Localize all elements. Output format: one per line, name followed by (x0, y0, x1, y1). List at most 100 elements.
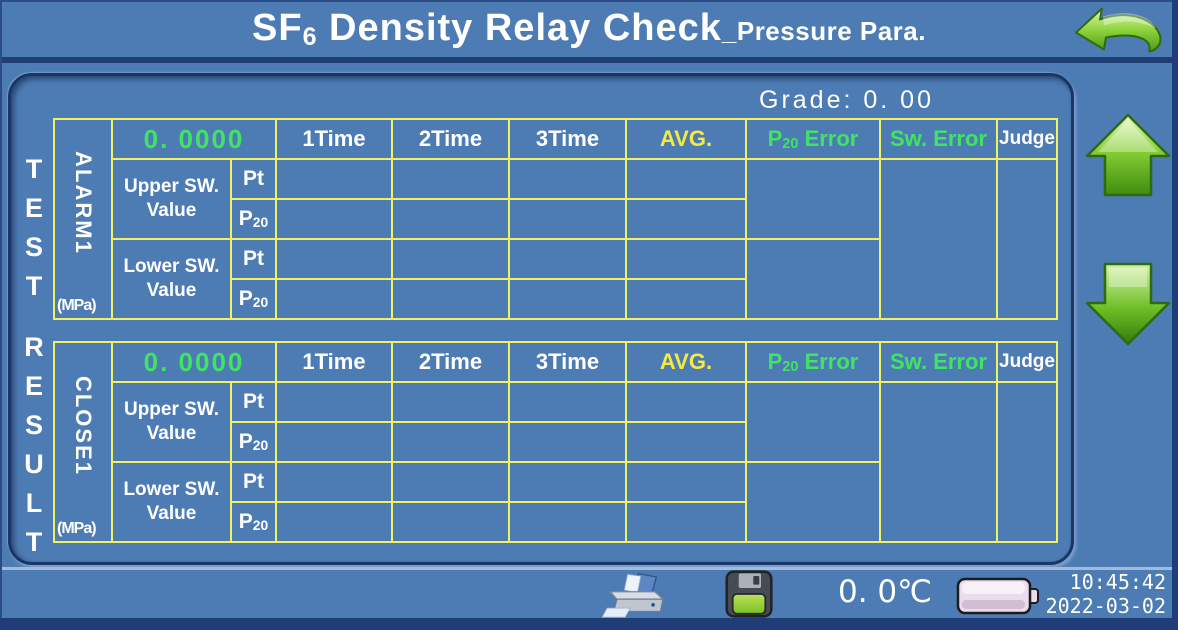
close1-table: CLOSE1 (MPa) 0. 0000 1Time 2Time 3Time A… (53, 341, 1058, 543)
alarm1-table: ALARM1 (MPa) 0. 0000 1Time 2Time 3Time A… (53, 118, 1058, 320)
data-cell (508, 381, 627, 423)
page-title: SF6 Density Relay Check _Pressure Para. (252, 7, 926, 50)
data-cell (275, 421, 393, 463)
pt-label: Pt (230, 381, 277, 423)
screen-bezel-bottom (0, 618, 1178, 630)
data-cell (391, 278, 510, 320)
col-avg: AVG. (625, 118, 747, 160)
results-panel: Grade: 0. 00 TEST RESULT ALARM1 (MPa) 0.… (8, 73, 1074, 566)
data-cell (508, 461, 627, 503)
col-2time: 2Time (391, 341, 510, 383)
data-cell (391, 381, 510, 423)
test-word: TEST (19, 154, 49, 310)
title-suffix: _Pressure Para. (721, 16, 926, 46)
date-readout: 2022-03-02 (1045, 594, 1166, 618)
title-main: SF6 Density Relay Check (252, 7, 722, 51)
screen-bezel-top (0, 0, 1178, 2)
status-bar: 0. 0℃ 10:45:42 2022-03-02 (0, 567, 1178, 621)
down-arrow-icon (1084, 262, 1172, 353)
data-cell (275, 198, 393, 240)
data-cell (625, 381, 747, 423)
data-cell (391, 421, 510, 463)
grade-readout: Grade: 0. 00 (759, 86, 934, 115)
data-cell (391, 238, 510, 280)
data-cell (996, 381, 1058, 543)
data-cell (745, 158, 881, 240)
p20-label: P20 (230, 198, 277, 240)
back-arrow-icon (1070, 7, 1164, 59)
data-cell (996, 158, 1058, 320)
data-cell (275, 158, 393, 200)
printer-icon (598, 572, 672, 622)
data-cell (625, 278, 747, 320)
data-cell (391, 501, 510, 543)
col-1time: 1Time (275, 341, 393, 383)
upper-sw-label: Upper SW. Value (111, 158, 232, 240)
col-p20-error: P20 Error (745, 118, 881, 160)
alarm1-unit: (MPa) (57, 297, 97, 314)
lower-sw-label: Lower SW. Value (111, 461, 232, 543)
col-judge: Judge (996, 341, 1058, 383)
data-cell (508, 238, 627, 280)
p20-label: P20 (230, 278, 277, 320)
grade-label: Grade: (759, 86, 864, 114)
close1-label-cell: CLOSE1 (MPa) (53, 341, 113, 543)
scroll-up-button[interactable] (1084, 110, 1172, 202)
col-3time: 3Time (508, 118, 627, 160)
lower-sw-label: Lower SW. Value (111, 238, 232, 320)
data-cell (391, 461, 510, 503)
data-cell (275, 501, 393, 543)
upper-sw-label: Upper SW. Value (111, 381, 232, 463)
col-2time: 2Time (391, 118, 510, 160)
data-cell (879, 158, 998, 320)
grade-value: 0. 00 (863, 86, 934, 114)
data-cell (275, 381, 393, 423)
print-button[interactable] (598, 572, 672, 618)
data-cell (275, 278, 393, 320)
data-cell (508, 421, 627, 463)
title-bar: SF6 Density Relay Check _Pressure Para. (0, 0, 1178, 63)
data-cell (625, 238, 747, 280)
col-sw-error: Sw. Error (879, 341, 998, 383)
col-sw-error: Sw. Error (879, 118, 998, 160)
alarm1-name: ALARM1 (71, 151, 96, 255)
data-cell (508, 158, 627, 200)
col-p20-error: P20 Error (745, 341, 881, 383)
floppy-disk-icon (722, 570, 776, 622)
data-cell (275, 461, 393, 503)
p20-label: P20 (230, 421, 277, 463)
data-cell (391, 198, 510, 240)
close1-setpoint: 0. 0000 (111, 341, 277, 383)
data-cell (625, 198, 747, 240)
col-3time: 3Time (508, 341, 627, 383)
data-cell (625, 421, 747, 463)
p20-label: P20 (230, 501, 277, 543)
test-result-label: TEST RESULT (15, 154, 53, 566)
screen-bezel-right (1172, 0, 1178, 630)
scroll-down-button[interactable] (1084, 257, 1172, 349)
save-button[interactable] (722, 570, 776, 618)
close1-name: CLOSE1 (71, 376, 96, 477)
pt-label: Pt (230, 461, 277, 503)
time-readout: 10:45:42 (1069, 570, 1166, 594)
temperature-readout: 0. 0℃ (838, 574, 932, 610)
data-cell (879, 381, 998, 543)
pt-label: Pt (230, 158, 277, 200)
screen-bezel-left (0, 0, 2, 630)
data-cell (275, 238, 393, 280)
data-cell (745, 461, 881, 543)
back-button[interactable] (1070, 2, 1164, 55)
pt-label: Pt (230, 238, 277, 280)
title-subscript: 6 (302, 23, 318, 51)
col-1time: 1Time (275, 118, 393, 160)
battery-icon (956, 576, 1040, 616)
data-cell (625, 461, 747, 503)
data-cell (391, 158, 510, 200)
col-judge: Judge (996, 118, 1058, 160)
up-arrow-icon (1084, 113, 1172, 206)
col-avg: AVG. (625, 341, 747, 383)
data-cell (745, 238, 881, 320)
alarm1-setpoint: 0. 0000 (111, 118, 277, 160)
alarm1-label-cell: ALARM1 (MPa) (53, 118, 113, 320)
